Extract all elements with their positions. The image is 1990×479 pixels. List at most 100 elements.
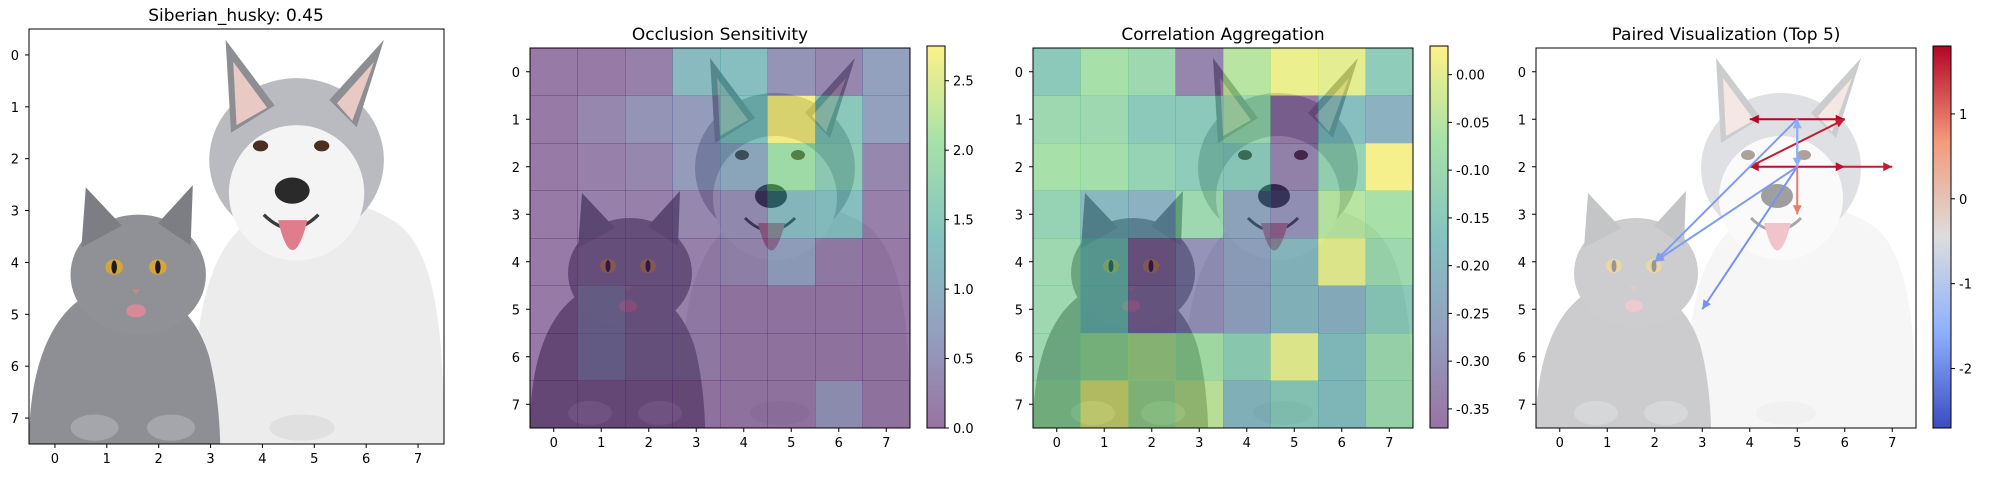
heatmap-cell [767, 333, 816, 381]
x-tick-label: 7 [882, 436, 890, 451]
heatmap-cell [1318, 190, 1366, 239]
colorbar [1933, 46, 1951, 428]
heatmap-cell [1175, 95, 1224, 144]
y-tick-label: 7 [1518, 398, 1526, 413]
y-tick-label: 6 [11, 360, 19, 375]
y-tick-label: 5 [11, 308, 19, 323]
y-tick-label: 1 [1518, 113, 1526, 128]
heatmap-cell [672, 143, 721, 191]
y-tick-label: 3 [512, 208, 520, 223]
heatmap-cell [815, 48, 863, 96]
colorbar-tick-label: -0.30 [1456, 355, 1490, 370]
colorbar-tick-label: 1 [1959, 108, 1967, 123]
photo-fade [1536, 48, 1916, 428]
heatmap-cell [1223, 238, 1271, 286]
heatmap-cell [577, 285, 626, 334]
heatmap-cell [530, 95, 578, 144]
pair-arrow [1749, 114, 1798, 124]
colorbar-tick-label: 1.5 [953, 214, 974, 229]
heatmap-cell [625, 285, 673, 334]
heatmap-cell [767, 48, 816, 96]
heatmap-cell [1365, 380, 1413, 428]
heatmap-cell [862, 143, 910, 191]
husky-cat-photo [29, 29, 444, 444]
x-tick-label: 7 [414, 452, 422, 467]
pair-arrow [1844, 162, 1893, 172]
y-tick-label: 3 [1015, 208, 1023, 223]
heatmap-cell [1270, 380, 1319, 428]
heatmap-cell [720, 285, 768, 334]
heatmap-cell [1318, 48, 1366, 96]
y-tick-label: 1 [512, 113, 520, 128]
x-tick-label: 6 [1841, 436, 1849, 451]
heatmap-cell [720, 48, 768, 96]
x-tick-label: 1 [103, 452, 111, 467]
heatmap-cell [1365, 48, 1413, 96]
heatmap-cell [1128, 380, 1176, 428]
heatmap-cell [1318, 380, 1366, 428]
pair-arrow [1792, 166, 1802, 215]
x-tick-label: 1 [1603, 436, 1611, 451]
heatmap-cell [672, 285, 721, 334]
colorbar-tick-label: 0.5 [953, 353, 974, 368]
x-tick-label: 6 [362, 452, 370, 467]
heatmap-cell [672, 190, 721, 239]
heatmap-cell [1270, 333, 1319, 381]
y-tick-label: 2 [512, 161, 520, 176]
x-tick-label: 7 [1385, 436, 1393, 451]
heatmap-cell [1033, 238, 1081, 286]
heatmap-cell [1080, 143, 1129, 191]
heatmap-cell [530, 333, 578, 381]
heatmap-cell [1365, 285, 1413, 334]
axes-frame [1032, 47, 1414, 429]
y-tick-label: 0 [512, 66, 520, 81]
colorbar-tick-label: 2.0 [953, 144, 974, 159]
pair-arrow [1701, 166, 1799, 310]
pair-arrow [1749, 162, 1798, 172]
axes-frame [529, 47, 911, 429]
y-tick-label: 6 [1518, 351, 1526, 366]
heatmap-cell [1080, 238, 1129, 286]
x-tick-label: 0 [51, 452, 59, 467]
heatmap-cell [625, 333, 673, 381]
heatmap-cell [1223, 285, 1271, 334]
panel-title: Correlation Aggregation [1121, 25, 1324, 45]
x-tick-label: 5 [787, 436, 795, 451]
heatmap-cell [767, 143, 816, 191]
heatmap-cell [1033, 48, 1081, 96]
heatmap-cell [720, 143, 768, 191]
heatmap-cell [1128, 238, 1176, 286]
heatmap-cell [625, 190, 673, 239]
panel-correlation: Correlation Aggregation 0 1 2 3 4 5 6 7 0 1 2 3 4 5 6 7… [1015, 25, 1490, 451]
heatmap-cell [1033, 333, 1081, 381]
colorbar-tick-label: -0.05 [1456, 116, 1490, 131]
heatmap-cell [577, 333, 626, 381]
colorbar-tick-label: 1.0 [953, 283, 974, 298]
heatmap-cell [672, 333, 721, 381]
colorbar-tick-label: -0.15 [1456, 212, 1490, 227]
heatmap-cell [1033, 285, 1081, 334]
colorbar-tick-label: 2.5 [953, 75, 974, 90]
y-tick-label: 7 [11, 412, 19, 427]
y-tick-label: 0 [1015, 66, 1023, 81]
x-tick-label: 0 [550, 436, 558, 451]
colorbar-tick-label: -0.10 [1456, 164, 1490, 179]
x-tick-label: 2 [1148, 436, 1156, 451]
heatmap-cells [530, 48, 910, 428]
colorbar-tick-label: 0 [1959, 193, 1967, 208]
x-tick-label: 4 [1746, 436, 1754, 451]
heatmap-cell [767, 238, 816, 286]
x-tick-label: 1 [1100, 436, 1108, 451]
heatmap-cell [862, 48, 910, 96]
heatmap-cells [1033, 48, 1413, 428]
panel-title: Siberian_husky: 0.45 [148, 6, 324, 26]
heatmap-cell [530, 143, 578, 191]
x-tick-label: 2 [155, 452, 163, 467]
heatmap-cell [1223, 95, 1271, 144]
y-tick-label: 5 [1518, 303, 1526, 318]
heatmap-cell [672, 48, 721, 96]
colorbar-tick-label: -2 [1959, 363, 1972, 378]
y-tick-label: 2 [1015, 161, 1023, 176]
colorbar [927, 46, 945, 428]
panel-title: Paired Visualization (Top 5) [1612, 25, 1841, 45]
